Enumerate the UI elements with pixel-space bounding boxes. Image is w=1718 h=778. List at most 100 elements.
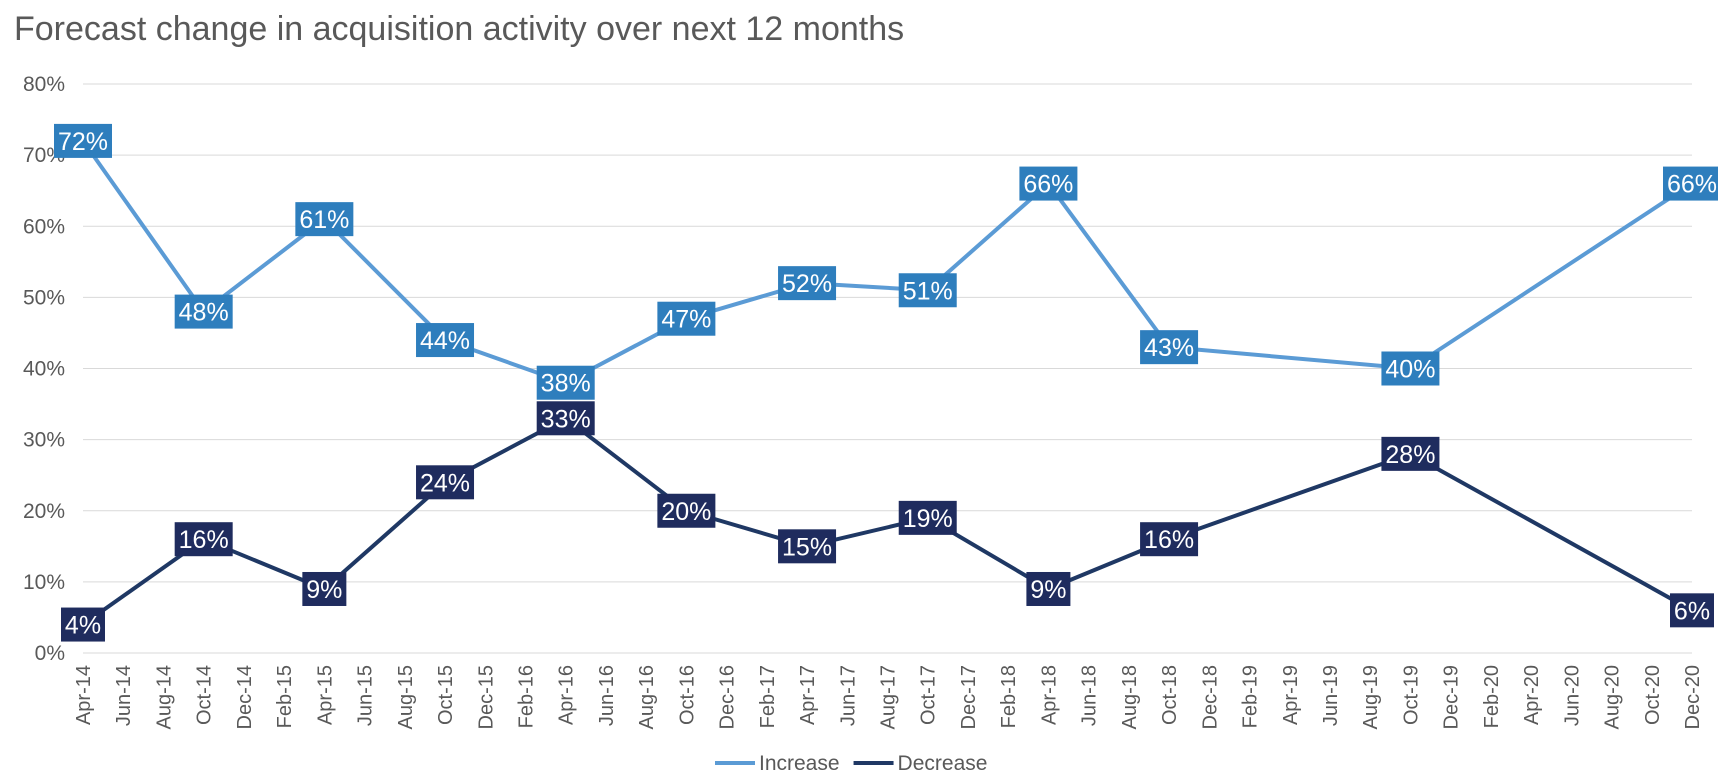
x-tick-label: Dec-16 [717,665,739,729]
data-label-increase: 44% [416,323,475,358]
series-line-increase [81,139,1694,385]
x-tick-label: Apr-19 [1280,665,1302,725]
x-tick-label: Apr-20 [1521,665,1543,725]
data-label-box [1663,166,1718,201]
x-tick-label: Dec-18 [1199,665,1221,729]
data-label-text: 16% [1144,526,1194,554]
data-label-increase: 38% [536,365,595,400]
data-labels: 72% 48% 61% 44% 38% 47% 52% 51% 66% 43% 40% 66% 4% 16… [54,123,1718,642]
data-label-text: 24% [420,469,470,497]
x-tick-label: Feb-20 [1481,665,1503,728]
data-label-text: 43% [1144,334,1194,362]
data-label-decrease: 9% [1026,571,1071,606]
x-tick-label: Apr-15 [314,665,336,725]
data-label-box [1670,593,1714,628]
data-label-decrease: 9% [302,571,347,606]
data-label-increase: 48% [174,294,233,329]
data-label-box [898,273,957,308]
data-label-text: 33% [541,405,591,433]
data-label-decrease: 24% [416,465,475,500]
data-label-box [778,529,837,564]
data-label-text: 66% [1667,171,1717,199]
x-axis: Apr-14 Jun-14 Aug-14 Oct-14 Dec-14 Feb-15 Apr-… [73,665,1704,730]
data-label-box [174,522,233,557]
data-label-box [536,365,595,400]
data-label-box [1140,330,1199,365]
data-label-decrease: 19% [898,500,957,535]
x-tick-label: Dec-15 [475,665,497,729]
data-label-box [778,266,837,301]
x-tick-label: Feb-19 [1240,665,1262,728]
x-tick-label: Dec-17 [958,665,980,729]
y-tick-label: 0% [35,642,65,665]
x-tick-label: Oct-18 [1159,665,1181,725]
x-tick-label: Feb-16 [515,665,537,728]
x-tick-label: Aug-20 [1602,665,1624,730]
data-label-box [898,500,957,535]
data-label-increase: 40% [1381,351,1440,386]
legend-item-increase: Increase [715,752,840,775]
x-tick-label: Dec-20 [1682,665,1704,729]
x-tick-label: Jun-18 [1079,665,1101,726]
legend-item-decrease: Decrease [853,752,988,775]
y-tick-label: 40% [23,358,65,381]
data-label-text: 9% [306,576,342,604]
x-tick-label: Aug-18 [1119,665,1141,730]
x-tick-label: Feb-15 [274,665,296,728]
data-label-text: 4% [65,612,101,640]
x-tick-label: Jun-20 [1561,665,1583,726]
data-label-box [295,202,354,237]
gridlines [83,83,1692,654]
legend-label: Decrease [898,752,988,775]
x-tick-label: Apr-16 [556,665,578,725]
x-tick-label: Feb-18 [998,665,1020,728]
data-label-box [174,294,233,329]
legend-label: Increase [759,752,840,775]
x-tick-label: Oct-14 [194,665,216,725]
y-tick-label: 30% [23,429,65,452]
x-tick-label: Aug-17 [878,665,900,730]
data-label-increase: 51% [898,273,957,308]
x-tick-label: Apr-18 [1038,665,1060,725]
x-tick-label: Apr-14 [73,665,95,725]
chart-title: Forecast change in acquisition activity … [14,10,904,48]
data-label-box [302,571,347,606]
x-tick-label: Aug-19 [1360,665,1382,730]
data-label-decrease: 16% [1140,522,1199,557]
x-tick-label: Oct-15 [435,665,457,725]
x-tick-label: Oct-19 [1400,665,1422,725]
data-label-text: 48% [179,299,229,327]
x-tick-label: Jun-15 [355,665,377,726]
data-label-box [61,607,105,642]
x-tick-label: Jun-14 [113,665,135,726]
data-label-increase: 47% [657,301,716,336]
data-label-box [536,401,595,436]
data-label-decrease: 6% [1670,593,1714,628]
data-label-text: 16% [179,526,229,554]
x-tick-label: Oct-16 [676,665,698,725]
data-label-increase: 72% [54,123,112,158]
x-tick-label: Apr-17 [797,665,819,725]
data-label-box [416,465,475,500]
x-tick-label: Oct-20 [1642,665,1664,725]
data-label-text: 19% [903,505,953,533]
data-label-text: 44% [420,327,470,355]
data-label-text: 28% [1385,441,1435,469]
data-label-increase: 52% [778,266,837,301]
data-label-text: 61% [299,206,349,234]
x-tick-label: Jun-17 [837,665,859,726]
data-label-box [1381,436,1440,471]
data-label-text: 38% [541,370,591,398]
y-axis: 0%10%20%30%40%50%60%70%80% [23,73,65,665]
x-tick-label: Aug-16 [636,665,658,730]
data-label-decrease: 4% [61,607,105,642]
y-tick-label: 50% [23,286,65,309]
data-label-text: 40% [1385,356,1435,384]
data-label-text: 20% [661,498,711,526]
data-label-box [1019,166,1078,201]
data-label-decrease: 33% [536,401,595,436]
data-label-text: 15% [782,533,832,561]
data-label-box [416,323,475,358]
x-tick-label: Oct-17 [918,665,940,725]
data-label-text: 9% [1030,576,1066,604]
